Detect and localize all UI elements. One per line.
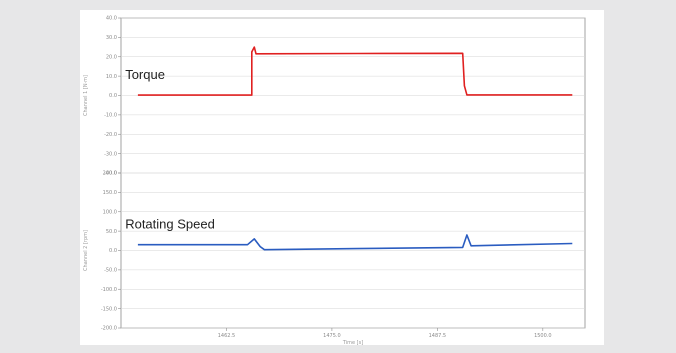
y-axis-title: Channel 2 [rpm] bbox=[83, 230, 89, 271]
y-tick-label: -20.0 bbox=[104, 132, 117, 138]
series-annotation: Rotating Speed bbox=[125, 217, 215, 232]
y-tick-label: -100.0 bbox=[101, 287, 117, 293]
chart-figure: 40.0 30.0 20.0 10.0 0.0 -10.0 -20.0 -30.0 -40.0 C… bbox=[80, 10, 604, 345]
x-tick-label: 1487.5 bbox=[429, 333, 447, 339]
y-tick-label: 100.0 bbox=[103, 209, 117, 215]
y-tick-label: 20.0 bbox=[106, 54, 117, 60]
y-tick-label: 150.0 bbox=[103, 190, 117, 196]
y-tick-label: 0.0 bbox=[109, 248, 117, 254]
series-line bbox=[137, 234, 573, 251]
y-tick-label: -200.0 bbox=[101, 326, 117, 332]
y-tick-label: 200.0 bbox=[103, 171, 117, 177]
x-axis-title: Time [s] bbox=[342, 340, 363, 345]
y-tick-label: 0.0 bbox=[109, 93, 117, 99]
y-axis-title: Channel 1 [N·m] bbox=[83, 75, 89, 116]
y-tick-label: 30.0 bbox=[106, 35, 117, 41]
y-tick-label: -10.0 bbox=[104, 113, 117, 119]
chart-canvas: 40.0 30.0 20.0 10.0 0.0 -10.0 -20.0 -30.0 -40.0 C… bbox=[83, 16, 586, 345]
y-tick-label: 10.0 bbox=[106, 74, 117, 80]
series-annotation: Torque bbox=[125, 67, 165, 82]
series-line bbox=[137, 46, 573, 96]
x-tick-label: 1462.5 bbox=[218, 333, 236, 339]
y-tick-label: 40.0 bbox=[106, 16, 117, 22]
x-tick-label: 1500.0 bbox=[534, 333, 552, 339]
y-tick-label: -150.0 bbox=[101, 306, 117, 312]
y-tick-label: -40.0 bbox=[104, 171, 117, 177]
y-tick-label: -30.0 bbox=[104, 151, 117, 157]
y-tick-label: 50.0 bbox=[106, 229, 117, 235]
y-tick-label: -50.0 bbox=[104, 268, 117, 274]
x-tick-label: 1475.0 bbox=[323, 333, 341, 339]
